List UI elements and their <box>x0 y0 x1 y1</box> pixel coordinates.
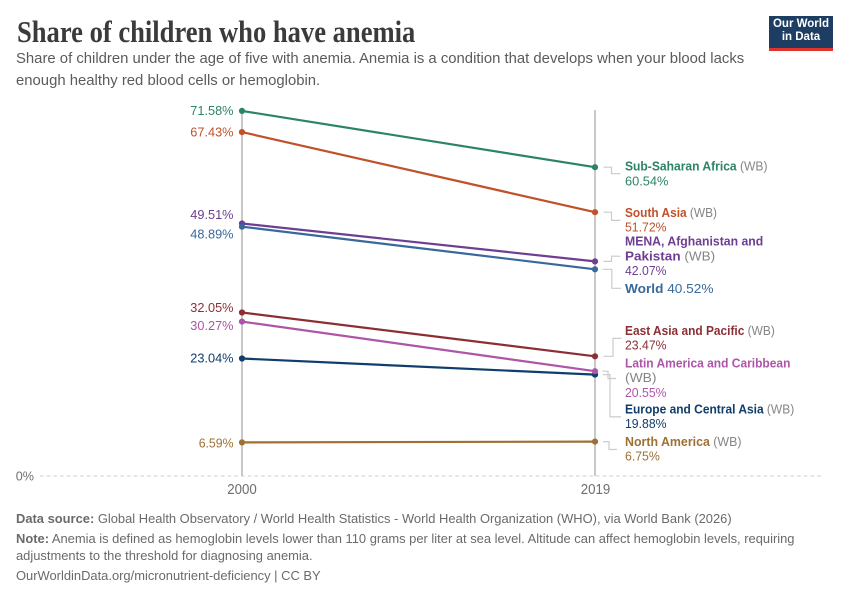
svg-text:Latin America and Caribbean: Latin America and Caribbean <box>625 355 790 370</box>
svg-text:51.72%: 51.72% <box>625 220 667 235</box>
svg-text:32.05%: 32.05% <box>190 300 234 315</box>
svg-text:World 40.52%: World 40.52% <box>625 281 714 296</box>
svg-text:2000: 2000 <box>227 482 257 498</box>
svg-text:42.07%: 42.07% <box>625 263 667 278</box>
svg-text:48.89%: 48.89% <box>190 227 234 242</box>
svg-text:23.47%: 23.47% <box>625 338 667 353</box>
svg-text:60.54%: 60.54% <box>625 173 669 188</box>
svg-text:South Asia (WB): South Asia (WB) <box>625 205 717 220</box>
svg-text:East Asia and Pacific (WB): East Asia and Pacific (WB) <box>625 323 775 338</box>
svg-text:6.59%: 6.59% <box>199 436 234 451</box>
svg-text:Sub-Saharan Africa (WB): Sub-Saharan Africa (WB) <box>625 159 768 174</box>
svg-text:0%: 0% <box>16 470 34 484</box>
svg-text:71.58%: 71.58% <box>190 103 234 118</box>
svg-text:6.75%: 6.75% <box>625 449 660 464</box>
svg-text:30.27%: 30.27% <box>190 318 234 333</box>
svg-text:(WB): (WB) <box>625 370 657 385</box>
svg-text:North America (WB): North America (WB) <box>625 434 742 449</box>
svg-text:20.55%: 20.55% <box>625 385 667 400</box>
svg-text:19.88%: 19.88% <box>625 416 667 431</box>
svg-text:67.43%: 67.43% <box>190 124 234 139</box>
svg-text:23.04%: 23.04% <box>190 351 234 366</box>
svg-text:MENA, Afghanistan and: MENA, Afghanistan and <box>625 234 763 249</box>
svg-text:2019: 2019 <box>581 482 611 498</box>
svg-text:Pakistan (WB): Pakistan (WB) <box>625 248 715 263</box>
svg-text:49.51%: 49.51% <box>190 207 234 222</box>
svg-text:Europe and Central Asia (WB): Europe and Central Asia (WB) <box>625 401 794 416</box>
